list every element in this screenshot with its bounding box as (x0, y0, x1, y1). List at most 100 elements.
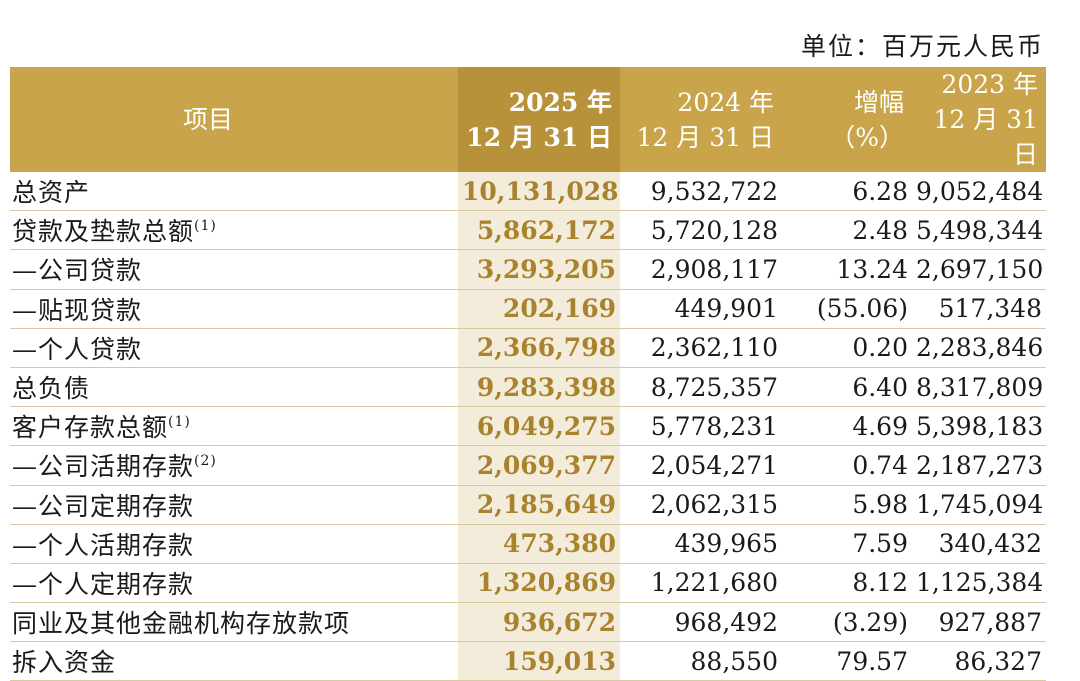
row-label: 客户存款总额(1) (10, 406, 458, 447)
cell-2025-text: 10,131,028 (462, 176, 619, 206)
table-row: 总负债 9,283,398 8,725,357 6.40 8,317,809 (10, 367, 1046, 408)
cell-change-text: 2.48 (852, 215, 908, 245)
cell-2025-text: 2,185,649 (476, 490, 616, 520)
header-2024-year: 2024 年 (677, 87, 774, 117)
cell-2024-text: 5,778,231 (650, 411, 778, 441)
cell-change-text: 6.40 (852, 372, 908, 402)
cell-change-text: 8.12 (852, 568, 908, 598)
cell-2025: 202,169 (458, 289, 620, 329)
cell-2024: 1,221,680 (620, 563, 782, 604)
row-label-text: —公司定期存款 (12, 491, 195, 521)
cell-2025-text: 202,169 (502, 294, 616, 324)
cell-2025-text: 2,069,377 (476, 450, 616, 480)
cell-2025: 1,320,869 (458, 563, 620, 604)
cell-change: (55.06) (782, 289, 912, 329)
row-label: —贴现贷款 (10, 289, 458, 329)
cell-2025-text: 2,366,798 (476, 333, 616, 363)
cell-2023-text: 927,887 (938, 607, 1042, 637)
row-label-text: 总资产 (12, 178, 91, 208)
row-label-text: —贴现贷款 (12, 295, 143, 325)
row-label: —公司定期存款 (10, 485, 458, 525)
table-row: —个人活期存款 473,380 439,965 7.59 340,432 (10, 524, 1046, 564)
table-row: 拆入资金 159,013 88,550 79.57 86,327 (10, 641, 1046, 681)
cell-2024-text: 449,901 (674, 294, 778, 324)
cell-2024: 88,550 (620, 641, 782, 681)
row-label-text: —个人活期存款 (12, 530, 195, 560)
cell-2024-text: 1,221,680 (650, 568, 778, 598)
row-label: —公司贷款 (10, 249, 458, 290)
table-row: —贴现贷款 202,169 449,901 (55.06) 517,348 (10, 289, 1046, 329)
cell-2023-text: 5,498,344 (916, 215, 1044, 245)
cell-2023-text: 2,187,273 (916, 450, 1044, 480)
row-label-text: 客户存款总额 (12, 413, 169, 443)
cell-change: (3.29) (782, 602, 912, 643)
cell-2024-text: 2,054,271 (650, 450, 778, 480)
cell-change-text: (3.29) (832, 607, 908, 637)
header-change-title: 增幅 (853, 87, 904, 117)
cell-2023-text: 1,125,384 (916, 568, 1044, 598)
header-item: 项目 (10, 67, 458, 172)
cell-2025: 159,013 (458, 641, 620, 681)
cell-2023: 5,398,183 (912, 406, 1046, 447)
cell-change-text: (55.06) (816, 294, 908, 324)
unit-label: 单位：百万元人民币 (800, 32, 1044, 61)
row-label-text: 拆入资金 (12, 648, 117, 678)
cell-2024: 8,725,357 (620, 367, 782, 408)
cell-2024-text: 2,362,110 (650, 333, 778, 363)
header-2023-date: 12 月 31 日 (933, 105, 1038, 169)
cell-2023: 927,887 (912, 602, 1046, 643)
header-2025-date: 12 月 31 日 (466, 122, 612, 152)
header-2025: 2025 年 12 月 31 日 (458, 67, 620, 172)
cell-2025: 2,366,798 (458, 328, 620, 368)
cell-2023-text: 8,317,809 (916, 372, 1044, 402)
table-row: —个人定期存款 1,320,869 1,221,680 8.12 1,125,384 (10, 563, 1046, 604)
cell-2023-text: 9,052,484 (916, 176, 1044, 206)
cell-change: 0.20 (782, 328, 912, 368)
row-label: 总负债 (10, 367, 458, 408)
row-label-text: —公司活期存款 (12, 452, 195, 482)
cell-2024: 449,901 (620, 289, 782, 329)
cell-2025-text: 1,320,869 (476, 568, 616, 598)
row-label-text: —个人贷款 (12, 334, 143, 364)
cell-2025-text: 159,013 (502, 646, 616, 676)
cell-2024: 5,778,231 (620, 406, 782, 447)
cell-2024: 439,965 (620, 524, 782, 564)
table-row: 同业及其他金融机构存放款项 936,672 968,492 (3.29) 927,887 (10, 602, 1046, 643)
cell-2025: 936,672 (458, 602, 620, 643)
cell-2024-text: 439,965 (674, 529, 778, 559)
table-row: —公司定期存款 2,185,649 2,062,315 5.98 1,745,094 (10, 485, 1046, 525)
cell-2024: 2,908,117 (620, 249, 782, 290)
row-label-text: —个人定期存款 (12, 569, 195, 599)
table-row: 贷款及垫款总额(1) 5,862,172 5,720,128 2.48 5,498,34… (10, 210, 1046, 251)
row-label: 同业及其他金融机构存放款项 (10, 602, 458, 643)
header-2025-year: 2025 年 (508, 87, 612, 117)
cell-2024-text: 2,062,315 (650, 490, 778, 520)
cell-2023: 517,348 (912, 289, 1046, 329)
cell-change-text: 0.20 (852, 333, 908, 363)
cell-2024-text: 88,550 (690, 646, 778, 676)
row-label-text: 同业及其他金融机构存放款项 (12, 609, 351, 639)
cell-2023: 86,327 (912, 641, 1046, 681)
cell-change: 7.59 (782, 524, 912, 564)
cell-change-text: 13.24 (836, 254, 908, 284)
cell-change-text: 6.28 (852, 176, 908, 206)
row-label-text: 总负债 (12, 374, 91, 404)
cell-2025-text: 473,380 (502, 529, 616, 559)
cell-2025-text: 936,672 (502, 607, 616, 637)
cell-2023-text: 340,432 (938, 529, 1042, 559)
cell-2025: 6,049,275 (458, 406, 620, 447)
cell-2023: 2,697,150 (912, 249, 1046, 290)
row-label: 贷款及垫款总额(1) (10, 210, 458, 251)
table-row: —公司活期存款(2) 2,069,377 2,054,271 0.74 2,187,27… (10, 445, 1046, 486)
cell-change: 4.69 (782, 406, 912, 447)
header-2023: 2023 年 12 月 31 日 (912, 67, 1046, 172)
cell-2025-text: 5,862,172 (476, 215, 616, 245)
cell-2024-text: 968,492 (674, 607, 778, 637)
table-row: —个人贷款 2,366,798 2,362,110 0.20 2,283,846 (10, 328, 1046, 368)
row-label: 拆入资金 (10, 641, 458, 681)
cell-2023-text: 1,745,094 (916, 490, 1044, 520)
cell-2024: 5,720,128 (620, 210, 782, 251)
cell-change: 6.28 (782, 172, 912, 212)
cell-2024-text: 8,725,357 (650, 372, 778, 402)
cell-change: 5.98 (782, 485, 912, 525)
